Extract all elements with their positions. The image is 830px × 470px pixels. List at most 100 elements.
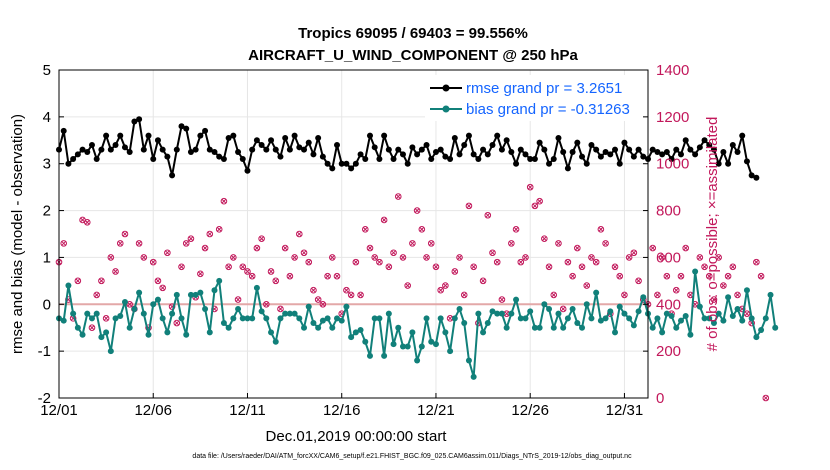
obs-possible-marker <box>225 263 232 271</box>
obs-assimilated-marker <box>244 268 251 275</box>
rmse-point <box>602 149 609 155</box>
chart-title-line1: Tropics 69095 / 69403 = 99.556% <box>298 25 528 42</box>
rmse-point <box>112 141 119 148</box>
rmse-point <box>362 156 369 163</box>
bias-point <box>348 334 355 341</box>
obs-count-point <box>263 300 270 308</box>
rmse-point <box>489 141 496 148</box>
rmse-point <box>465 132 472 139</box>
obs-count-point <box>588 254 595 261</box>
rmse-point <box>706 141 713 148</box>
obs-possible-marker <box>616 272 624 280</box>
obs-count-point <box>564 258 572 266</box>
obs-count-point <box>116 240 124 247</box>
bias-point <box>324 315 331 322</box>
rmse-point <box>178 123 185 130</box>
obs-possible-marker <box>319 300 327 308</box>
obs-assimilated-marker <box>664 273 670 279</box>
obs-assimilated-marker <box>112 268 119 275</box>
obs-assimilated-marker <box>80 217 86 223</box>
bias-point <box>145 331 152 338</box>
obs-count-point <box>310 286 317 294</box>
obs-possible-marker <box>310 286 317 294</box>
obs-count-point <box>399 254 407 261</box>
x-tick-label: 12/11 <box>229 402 265 419</box>
obs-assimilated-marker <box>730 264 736 270</box>
obs-count-point <box>512 226 520 233</box>
rmse-point <box>310 151 317 158</box>
obs-possible-marker <box>352 258 360 266</box>
obs-assimilated-marker <box>103 315 109 321</box>
obs-count-point <box>541 235 548 242</box>
bias-point <box>560 324 567 331</box>
rmse-point <box>635 146 642 153</box>
obs-count-point <box>456 254 463 261</box>
rmse-point <box>173 146 180 153</box>
obs-possible-marker <box>173 319 181 327</box>
x-tick-label: 12/01 <box>40 402 78 419</box>
obs-possible-marker <box>121 230 129 238</box>
bias-point <box>677 317 684 324</box>
obs-count-point <box>361 226 369 233</box>
obs-count-point <box>621 291 628 299</box>
rmse-point <box>399 151 406 158</box>
obs-count-point <box>578 263 586 271</box>
obs-count-point <box>60 240 68 247</box>
obs-possible-marker <box>126 300 133 308</box>
bias-point <box>480 329 487 336</box>
obs-assimilated-marker <box>367 245 373 251</box>
obs-assimilated-marker <box>494 259 500 265</box>
rmse-point <box>385 146 392 153</box>
bias-point <box>376 315 383 322</box>
obs-count-point <box>625 254 633 261</box>
y-axis-left-label: rmse and bias (model - observation) <box>9 114 26 354</box>
rmse-point <box>574 139 581 146</box>
bias-point <box>352 329 359 336</box>
y-tick-label-right: 200 <box>656 343 681 360</box>
obs-count-point <box>517 258 525 266</box>
obs-count-point <box>164 249 171 257</box>
obs-assimilated-marker <box>164 250 170 256</box>
obs-assimilated-marker <box>565 259 571 265</box>
rmse-point <box>546 160 553 167</box>
obs-assimilated-marker <box>249 273 255 279</box>
rmse-point <box>338 160 345 167</box>
rmse-point <box>748 172 755 179</box>
bias-point <box>762 315 769 322</box>
bias-point <box>98 334 105 341</box>
obs-possible-marker <box>197 270 204 278</box>
bias-point <box>338 317 345 324</box>
obs-assimilated-marker <box>711 297 717 303</box>
obs-assimilated-marker <box>268 268 274 275</box>
rmse-point <box>414 151 421 158</box>
bias-point <box>508 310 515 317</box>
obs-possible-marker <box>531 202 539 210</box>
rmse-point <box>121 144 128 151</box>
bias-point <box>84 310 91 317</box>
obs-count-point <box>757 272 765 280</box>
obs-possible-marker <box>498 296 506 303</box>
bias-point <box>305 303 312 310</box>
rmse-point <box>220 156 227 163</box>
bias-point <box>272 338 279 345</box>
bias-point <box>725 294 732 301</box>
obs-count-point <box>559 305 567 313</box>
obs-assimilated-marker <box>588 254 595 260</box>
obs-count-point <box>526 183 534 191</box>
obs-assimilated-marker <box>433 264 439 270</box>
rmse-point <box>169 172 176 179</box>
obs-assimilated-marker <box>240 264 246 270</box>
obs-count-point <box>300 249 308 257</box>
obs-assimilated-marker <box>306 259 312 265</box>
bias-point <box>329 324 336 331</box>
bias-point <box>404 343 411 350</box>
obs-count-point <box>574 244 581 252</box>
obs-count-point <box>432 263 440 271</box>
rmse-point <box>187 149 194 155</box>
obs-possible-marker <box>465 202 473 210</box>
obs-count-point <box>498 296 506 303</box>
rmse-point <box>640 153 647 160</box>
obs-possible-marker <box>526 183 534 191</box>
bias-point <box>362 338 369 345</box>
rmse-point <box>522 151 529 158</box>
